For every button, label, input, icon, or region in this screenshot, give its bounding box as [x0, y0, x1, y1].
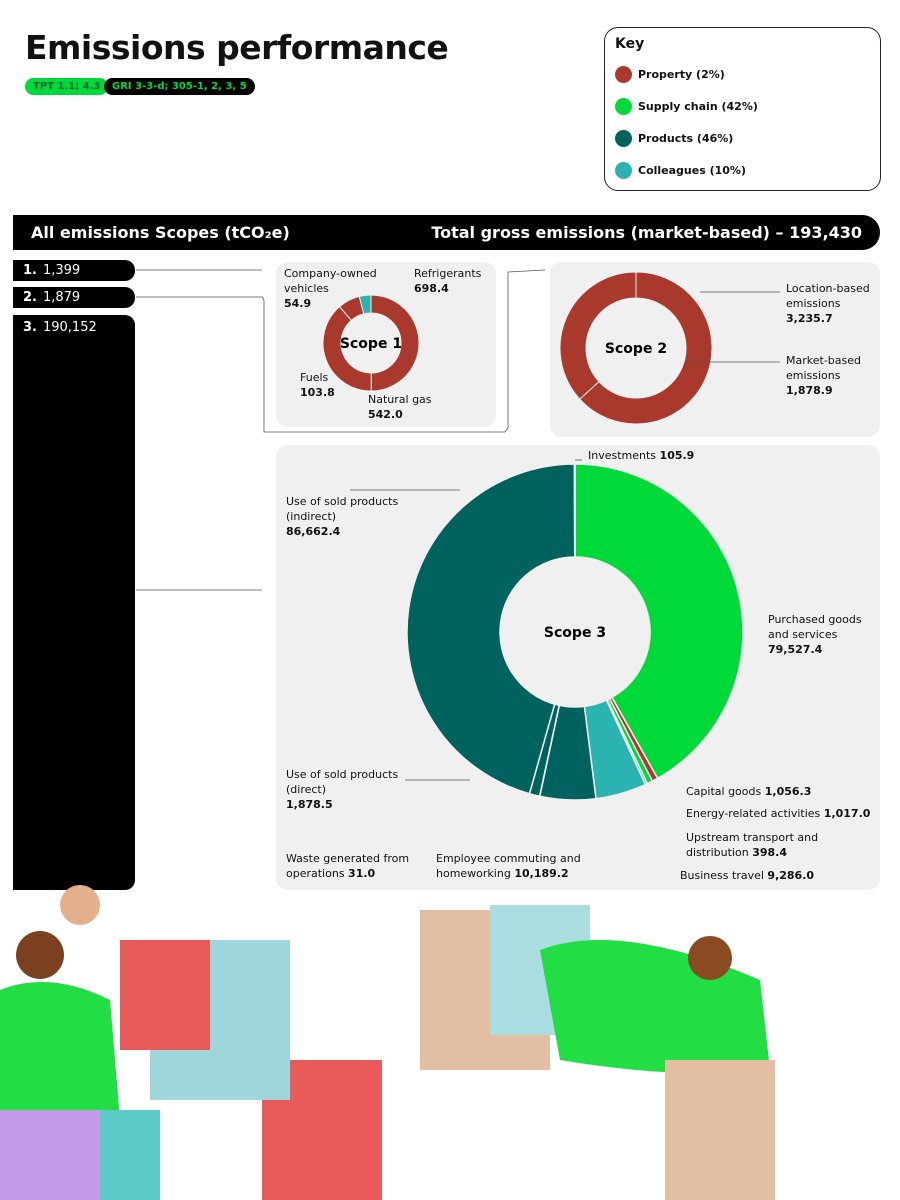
legend-swatch	[615, 65, 632, 83]
segment-value: 9,286.0	[767, 869, 815, 882]
page-title: Emissions performance	[25, 28, 449, 67]
donut-segment-purchased-goods-and-services	[574, 463, 744, 780]
donut-title: Scope 3	[544, 625, 606, 641]
legend-item: Supply chain (42%)	[615, 90, 870, 122]
donut-segment-company-owned-vehicles	[358, 294, 372, 315]
legend-label: Supply chain (42%)	[638, 99, 758, 113]
scope-num: 1.	[23, 263, 37, 278]
segment-name: Upstream transport and distribution	[686, 831, 819, 859]
segment-value: 398.4	[752, 846, 787, 859]
segment-value: 542.0	[368, 408, 403, 421]
segment-value: 3,235.7	[786, 312, 833, 325]
donut-segment-investments	[573, 463, 576, 558]
segment-value: 1,878.9	[786, 384, 833, 397]
segment-label: Capital goods 1,056.3	[686, 784, 876, 799]
legend-label: Property (2%)	[638, 67, 725, 81]
segment-value: 1,878.5	[286, 798, 333, 811]
donut-segment-refrigerants	[370, 294, 420, 392]
segment-value: 86,662.4	[286, 525, 341, 538]
segment-name: Employee commuting and homeworking	[436, 852, 581, 880]
segment-name: Purchased goods and services	[768, 613, 862, 641]
scope-2-bar: 2. 1,879	[13, 287, 135, 308]
donut-segment-use-of-sold-products-indirect-	[406, 463, 576, 795]
segment-label: Company-owned vehicles 54.9	[284, 266, 389, 311]
segment-name: Waste generated from operations	[286, 852, 410, 880]
scope-num: 3.	[23, 320, 37, 335]
segment-label: Energy-related activities 1,017.0	[686, 806, 876, 821]
segment-label: Market-based emissions 1,878.9	[786, 353, 880, 398]
legend-item: Products (46%)	[615, 122, 870, 154]
scopes-heading: All emissions Scopes (tCO₂e)	[31, 223, 290, 242]
donut-segment-natural-gas	[322, 305, 372, 392]
segment-label: Upstream transport and distribution 398.…	[686, 830, 836, 860]
segment-label: Investments 105.9	[588, 448, 758, 463]
segment-label: Location-based emissions 3,235.7	[786, 281, 880, 326]
segment-name: Market-based emissions	[786, 354, 861, 382]
legend-item: Property (2%)	[615, 58, 870, 90]
segment-value: 31.0	[348, 867, 376, 880]
scope-1-bar: 1. 1,399	[13, 260, 135, 281]
total-emissions: Total gross emissions (market-based) – 1…	[431, 223, 862, 242]
segment-value: 79,527.4	[768, 643, 823, 656]
segment-label: Natural gas 542.0	[368, 392, 448, 422]
segment-name: Capital goods	[686, 785, 762, 798]
donut-segment-location-based-emissions	[579, 271, 713, 425]
segment-name: Refrigerants	[414, 267, 482, 280]
legend-title: Key	[615, 36, 645, 52]
legend-item: Colleagues (10%)	[615, 154, 870, 186]
segment-value: 105.9	[659, 449, 695, 462]
segment-label: Use of sold products (direct) 1,878.5	[286, 767, 416, 812]
segment-name: Location-based emissions	[786, 282, 870, 310]
segment-name: Fuels	[300, 371, 329, 384]
segment-name: Business travel	[680, 869, 764, 882]
totals-header: All emissions Scopes (tCO₂e) Total gross…	[13, 215, 880, 250]
segment-label: Employee commuting and homeworking 10,18…	[436, 851, 601, 881]
scope-value: 1,879	[42, 290, 81, 305]
segment-label: Purchased goods and services 79,527.4	[768, 612, 878, 657]
donut-segment-market-based-emissions	[559, 271, 637, 400]
segment-value: 1,017.0	[823, 807, 871, 820]
segment-name: Use of sold products (direct)	[286, 768, 399, 796]
segment-value: 54.9	[284, 297, 312, 310]
legend-label: Products (46%)	[638, 131, 734, 145]
segment-label: Waste generated from operations 31.0	[286, 851, 426, 881]
segment-name: Company-owned vehicles	[284, 267, 377, 295]
legend: Key Property (2%) Supply chain (42%) Produ…	[604, 27, 881, 191]
segment-value: 698.4	[414, 282, 449, 295]
gri-tag: GRI 3-3-d; 305-1, 2, 3, 5	[104, 78, 255, 95]
scope-3-bar: 3. 190,152	[13, 315, 135, 890]
scope-value: 1,399	[42, 263, 81, 278]
segment-name: Investments	[588, 449, 657, 462]
segment-value: 1,056.3	[764, 785, 812, 798]
scope-num: 2.	[23, 290, 37, 305]
legend-swatch	[615, 129, 632, 147]
donut-title: Scope 2	[605, 341, 667, 357]
legend-swatch	[615, 161, 632, 179]
segment-name: Use of sold products (indirect)	[286, 495, 399, 523]
donut-title: Scope 1	[340, 336, 402, 352]
scope-value: 190,152	[42, 320, 97, 335]
segment-value: 103.8	[300, 386, 335, 399]
segment-label: Fuels 103.8	[300, 370, 360, 400]
tpt-tag: TPT 1.1; 4.3	[25, 78, 109, 95]
segment-value: 10,189.2	[514, 867, 569, 880]
legend-label: Colleagues (10%)	[638, 163, 746, 177]
segment-label: Refrigerants 698.4	[414, 266, 489, 296]
segment-name: Energy-related activities	[686, 807, 821, 820]
segment-label: Use of sold products (indirect) 86,662.4	[286, 494, 416, 539]
leader-line	[136, 269, 546, 433]
segment-name: Natural gas	[368, 393, 432, 406]
segment-label: Business travel 9,286.0	[680, 868, 875, 883]
legend-swatch	[615, 97, 632, 115]
scope-1-panel	[276, 262, 496, 427]
